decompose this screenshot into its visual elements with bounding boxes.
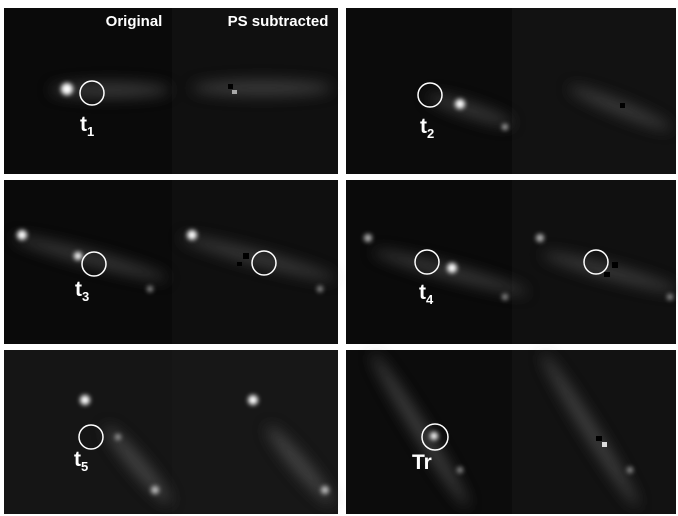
shape — [187, 230, 197, 240]
label-part: t — [420, 115, 427, 138]
label-part: t — [74, 448, 81, 471]
figure: Original PS subtracted t1 t2 t3 t4 t5 Tr — [0, 0, 678, 516]
shape — [237, 262, 242, 266]
shape — [512, 8, 676, 174]
header-original: Original — [106, 13, 163, 30]
label-part: t — [75, 278, 82, 301]
shape — [80, 395, 90, 405]
shape — [502, 294, 508, 300]
shape — [317, 286, 323, 292]
label-part: 4 — [426, 292, 434, 307]
shape — [74, 252, 82, 260]
shape — [115, 434, 121, 440]
shape — [596, 436, 602, 441]
shape — [455, 99, 465, 109]
shape — [627, 467, 633, 473]
shape — [430, 432, 438, 440]
shape — [667, 294, 673, 300]
shape — [321, 486, 329, 494]
shape — [228, 84, 233, 89]
label-part: 1 — [87, 124, 94, 139]
shape — [232, 90, 237, 94]
shape — [248, 395, 258, 405]
header-ps-subtracted: PS subtracted — [228, 13, 329, 30]
shape — [147, 286, 153, 292]
label-part: t — [419, 281, 426, 304]
shape — [502, 124, 508, 130]
epoch-label: Tr — [412, 451, 432, 474]
shape — [4, 350, 172, 514]
label-part: t — [80, 113, 87, 136]
shape — [243, 253, 249, 259]
shape — [604, 272, 610, 277]
shape — [447, 263, 457, 273]
shape — [536, 234, 544, 242]
label-part: 2 — [427, 126, 434, 141]
shape — [612, 262, 618, 268]
shape — [457, 467, 463, 473]
label-part: 5 — [81, 459, 88, 474]
shape — [602, 442, 607, 447]
shape — [346, 8, 512, 174]
label-part: Tr — [412, 451, 432, 474]
shape — [192, 80, 332, 96]
shape — [364, 234, 372, 242]
label-part: 3 — [82, 289, 89, 304]
shape — [17, 230, 27, 240]
shape — [620, 103, 625, 108]
shape — [151, 486, 159, 494]
shape — [61, 83, 73, 95]
